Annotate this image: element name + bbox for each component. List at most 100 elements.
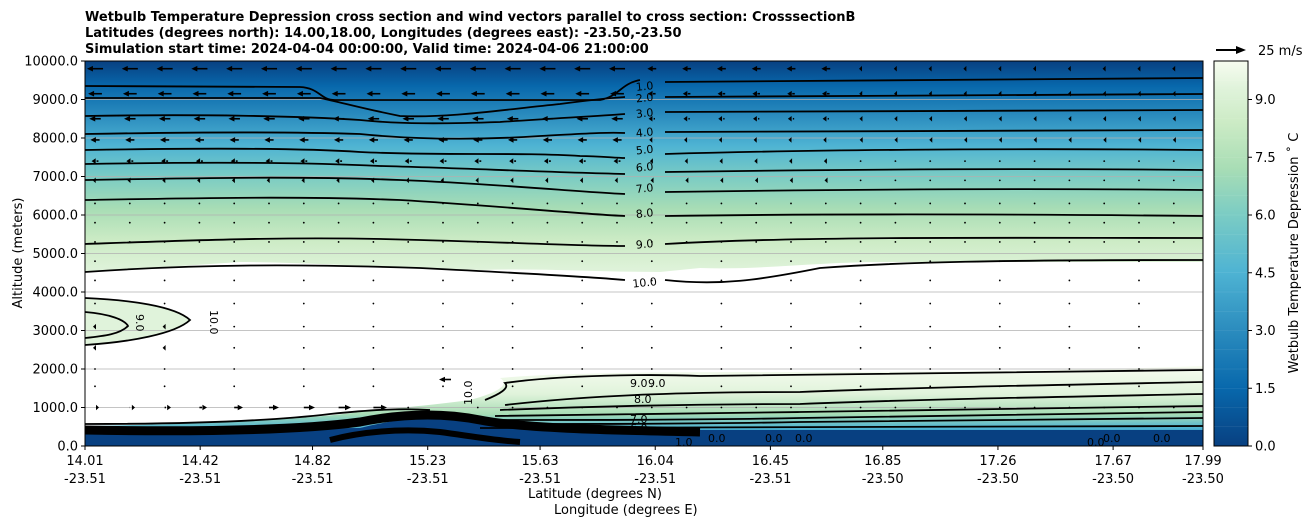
- wind-vector-dot: [929, 241, 932, 243]
- wind-vector-dot: [998, 160, 1001, 163]
- contour-4-right: [664, 129, 1203, 133]
- wind-vector-head: [682, 65, 688, 72]
- wind-vector-head: [509, 158, 514, 164]
- wind-vector-head: [400, 65, 407, 72]
- wind-vector-head: [93, 323, 96, 330]
- y-tick-label: 3000.0: [33, 324, 79, 339]
- wind-vector-dot: [650, 406, 653, 409]
- wind-vector-head: [369, 158, 375, 164]
- contour-label: 10.0: [632, 275, 658, 290]
- wind-vector-dot: [372, 385, 375, 388]
- wind-vector-dot: [337, 241, 340, 243]
- wind-vector-dot: [998, 241, 1001, 243]
- wind-vector-dot: [998, 385, 1001, 388]
- wind-vector-head: [964, 137, 968, 143]
- wind-vector-head: [787, 90, 792, 97]
- quiver-key-label: 25 m/s: [1258, 44, 1303, 59]
- wind-vector-dot: [929, 160, 932, 163]
- wind-vector-dot: [755, 202, 758, 205]
- wind-vector-head: [718, 137, 722, 143]
- wind-vector-dot: [581, 279, 584, 282]
- wind-vector-dot: [511, 302, 514, 305]
- wind-vector-head: [124, 115, 131, 122]
- wind-vector-dot: [650, 241, 653, 243]
- wind-vector-dot: [302, 202, 305, 205]
- wind-vector-head: [541, 115, 548, 122]
- wind-vector-dot: [720, 368, 723, 370]
- wind-vector-head: [754, 158, 758, 164]
- contour-low-4: [494, 405, 1203, 417]
- wind-vector-dot: [1068, 202, 1071, 205]
- wind-vector-dot: [1172, 241, 1175, 243]
- wind-vector-dot: [511, 385, 514, 388]
- wind-vector-dot: [929, 221, 932, 224]
- wind-vector-dot: [1068, 346, 1071, 349]
- left-moist-bulge: [85, 298, 190, 345]
- lower-contour-labels: 9.0 9.0 8.0 7.0 6.0 1.0 0.0 0.0 0.0 0.0 …: [133, 310, 1171, 446]
- wind-vector-dot: [511, 406, 514, 409]
- chart-title-line-2: Latitudes (degrees north): 14.00,18.00, …: [85, 26, 682, 41]
- wind-vector-dot: [476, 241, 479, 243]
- wind-vector-dot: [302, 241, 305, 243]
- wind-vector-head: [92, 177, 96, 184]
- wind-vector-head: [161, 158, 166, 164]
- x-tick-label-lat: 14.82: [294, 454, 331, 469]
- x-axis: 14.01 -23.51 14.42 -23.51 14.82 -23.51 15.23 -2…: [64, 446, 1224, 487]
- wind-vector-head: [122, 90, 129, 97]
- wind-vector-dot: [929, 279, 932, 282]
- wind-vector-head: [202, 404, 207, 411]
- wind-vector-dot: [894, 160, 897, 163]
- wind-vector-dot: [1068, 260, 1071, 263]
- wind-vector-dot: [685, 406, 688, 409]
- wind-vector-head: [683, 115, 688, 122]
- lower-label-0b: 0.0: [765, 432, 783, 445]
- wind-vector-dot: [233, 221, 236, 224]
- wind-vector-head: [404, 158, 409, 164]
- wind-vector-dot: [442, 368, 444, 370]
- wind-vector-head: [1137, 65, 1141, 72]
- wind-vector-head: [717, 90, 723, 97]
- wind-vector-head: [125, 137, 131, 143]
- wind-vector-head: [789, 177, 793, 184]
- colorbar-tick-label: 9.0: [1255, 93, 1276, 108]
- x-tick-label-lon: -23.50: [977, 472, 1019, 487]
- wind-vector-head: [506, 115, 513, 122]
- wind-vector-head: [89, 115, 96, 122]
- wind-vector-dot: [442, 202, 444, 205]
- wind-vector-head: [230, 158, 235, 164]
- wind-vector-head: [614, 177, 618, 184]
- wind-vector-dot: [790, 406, 792, 409]
- wind-vector-dot: [372, 302, 375, 305]
- wind-vector-dot: [372, 279, 375, 282]
- wind-vector-head: [90, 137, 96, 143]
- wind-vector-dot: [1033, 241, 1036, 243]
- wind-vector-head: [440, 177, 444, 184]
- wind-vector-head: [720, 177, 724, 184]
- wind-vector-head: [156, 65, 163, 72]
- wind-vector-dot: [1068, 241, 1071, 243]
- contour-low-5: [489, 411, 1203, 421]
- colorbar-tick-label: 3.0: [1255, 324, 1276, 339]
- wind-vector-dot: [1138, 279, 1140, 282]
- wind-vector-dot: [790, 346, 792, 349]
- wind-vector-dot: [1138, 221, 1140, 224]
- y-tick-label: 4000.0: [33, 286, 79, 301]
- wind-vector-head: [608, 65, 615, 72]
- y-tick-label: 2000.0: [33, 363, 79, 378]
- wind-vector-head: [613, 158, 618, 164]
- wind-vector-head: [197, 177, 201, 184]
- wind-vector-dot: [233, 346, 236, 349]
- wind-vector-dot: [859, 221, 862, 224]
- wind-vector-head: [543, 158, 549, 164]
- wind-vector-dot: [824, 221, 827, 224]
- wind-vector-dot: [94, 202, 96, 205]
- wind-vector-dot: [1033, 406, 1036, 409]
- wind-vector-head: [366, 90, 373, 97]
- wind-vector-dot: [1138, 202, 1140, 205]
- x-tick-label-lon: -23.51: [749, 472, 791, 487]
- wind-vector-head: [368, 137, 375, 143]
- wind-vector-head: [162, 177, 166, 184]
- wind-vector-head: [469, 65, 476, 72]
- wind-vector-head: [158, 115, 165, 122]
